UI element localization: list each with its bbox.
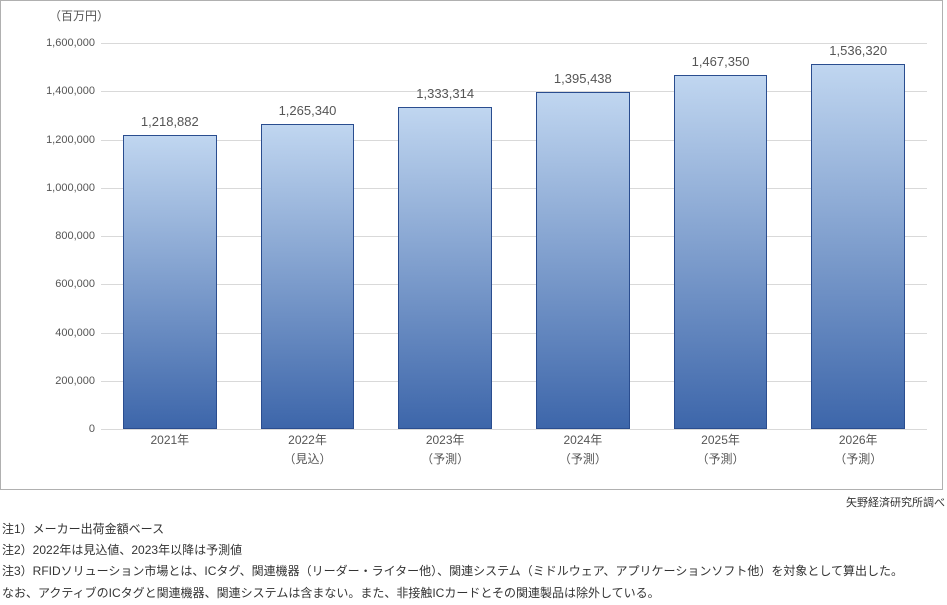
bar-value-label: 1,395,438 (554, 71, 612, 86)
y-axis-unit-label: （百万円） (49, 7, 109, 24)
x-label-year: 2024年 (514, 431, 652, 448)
x-tick-label: 2025年 （予測） (652, 431, 790, 479)
bar (261, 124, 355, 429)
x-label-note: （予測） (376, 450, 514, 467)
bar-slot: 1,218,882 (101, 43, 239, 429)
x-tick-label: 2024年 （予測） (514, 431, 652, 479)
grid-line (101, 429, 927, 430)
bar-value-label: 1,536,320 (829, 43, 887, 58)
x-label-note: （予測） (789, 450, 927, 467)
y-tick-label: 0 (46, 423, 101, 435)
footnote-line: なお、アクティブのICタグと関連機器、関連システムは含まない。また、非接触ICカ… (2, 584, 947, 603)
bar-value-label: 1,265,340 (279, 103, 337, 118)
x-tick-label: 2022年 （見込） (239, 431, 377, 479)
bar (123, 135, 217, 429)
chart-container: （百万円） 0 200,000 400,000 600,000 800,000 1,000… (0, 0, 943, 490)
bar-value-label: 1,333,314 (416, 86, 474, 101)
y-tick-label: 1,000,000 (46, 182, 101, 194)
x-label-year: 2023年 (376, 431, 514, 448)
footnotes: 注1）メーカー出荷金額ベース注2）2022年は見込値、2023年以降は予測値注3… (2, 520, 947, 603)
x-tick-label: 2021年 (101, 431, 239, 479)
bar (398, 107, 492, 429)
bar-slot: 1,536,320 (789, 43, 927, 429)
y-tick-label: 1,400,000 (46, 85, 101, 97)
x-label-note: （見込） (239, 450, 377, 467)
x-label-year: 2021年 (101, 431, 239, 448)
y-tick-label: 400,000 (46, 327, 101, 339)
bar (674, 75, 768, 429)
y-tick-label: 1,200,000 (46, 134, 101, 146)
y-tick-label: 600,000 (46, 278, 101, 290)
x-tick-label: 2026年 （予測） (789, 431, 927, 479)
y-tick-label: 800,000 (46, 230, 101, 242)
bar-slot: 1,265,340 (239, 43, 377, 429)
bars-group: 1,218,882 1,265,340 1,333,314 1,395,438 1,46… (101, 43, 927, 429)
y-tick-label: 200,000 (46, 375, 101, 387)
x-label-year: 2026年 (789, 431, 927, 448)
x-axis: 2021年2022年（見込）2023年（予測）2024年（予測）2025年（予測… (101, 431, 927, 479)
y-tick-label: 1,600,000 (46, 37, 101, 49)
x-label-note: （予測） (514, 450, 652, 467)
footnote-line: 注1）メーカー出荷金額ベース (2, 520, 947, 539)
footnote-line: 注2）2022年は見込値、2023年以降は予測値 (2, 541, 947, 560)
x-label-year: 2022年 (239, 431, 377, 448)
plot-area: 0200,000400,000600,000800,0001,000,0001,… (46, 43, 927, 429)
footnote-line: 注3）RFIDソリューション市場とは、ICタグ、関連機器（リーダー・ライター他）… (2, 562, 947, 581)
bar (536, 92, 630, 429)
bar-value-label: 1,467,350 (692, 54, 750, 69)
source-attribution: 矢野経済研究所調べ (0, 494, 945, 510)
bar-slot: 1,333,314 (376, 43, 514, 429)
x-label-year: 2025年 (652, 431, 790, 448)
x-label-note: （予測） (652, 450, 790, 467)
bar-slot: 1,395,438 (514, 43, 652, 429)
bar (811, 64, 905, 429)
bar-slot: 1,467,350 (652, 43, 790, 429)
x-tick-label: 2023年 （予測） (376, 431, 514, 479)
bar-value-label: 1,218,882 (141, 114, 199, 129)
